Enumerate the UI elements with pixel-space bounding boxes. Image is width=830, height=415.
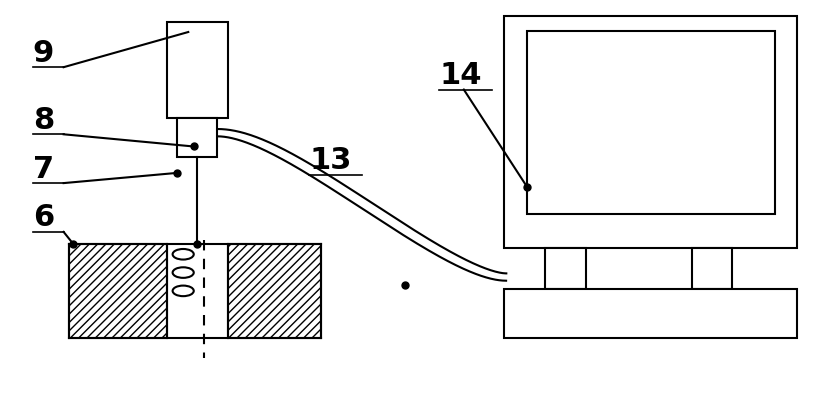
Text: 8: 8 <box>32 106 54 135</box>
Bar <box>167 22 228 118</box>
Text: 14: 14 <box>439 61 482 90</box>
Bar <box>505 289 798 338</box>
Bar <box>527 31 774 214</box>
Text: 13: 13 <box>310 146 352 176</box>
Bar <box>228 244 321 338</box>
Bar <box>691 248 732 289</box>
Bar <box>70 244 167 338</box>
Text: 7: 7 <box>32 155 54 183</box>
Bar <box>177 118 217 156</box>
Bar <box>505 16 798 248</box>
Bar <box>545 248 586 289</box>
Text: 9: 9 <box>32 39 54 68</box>
Text: 6: 6 <box>32 203 54 232</box>
